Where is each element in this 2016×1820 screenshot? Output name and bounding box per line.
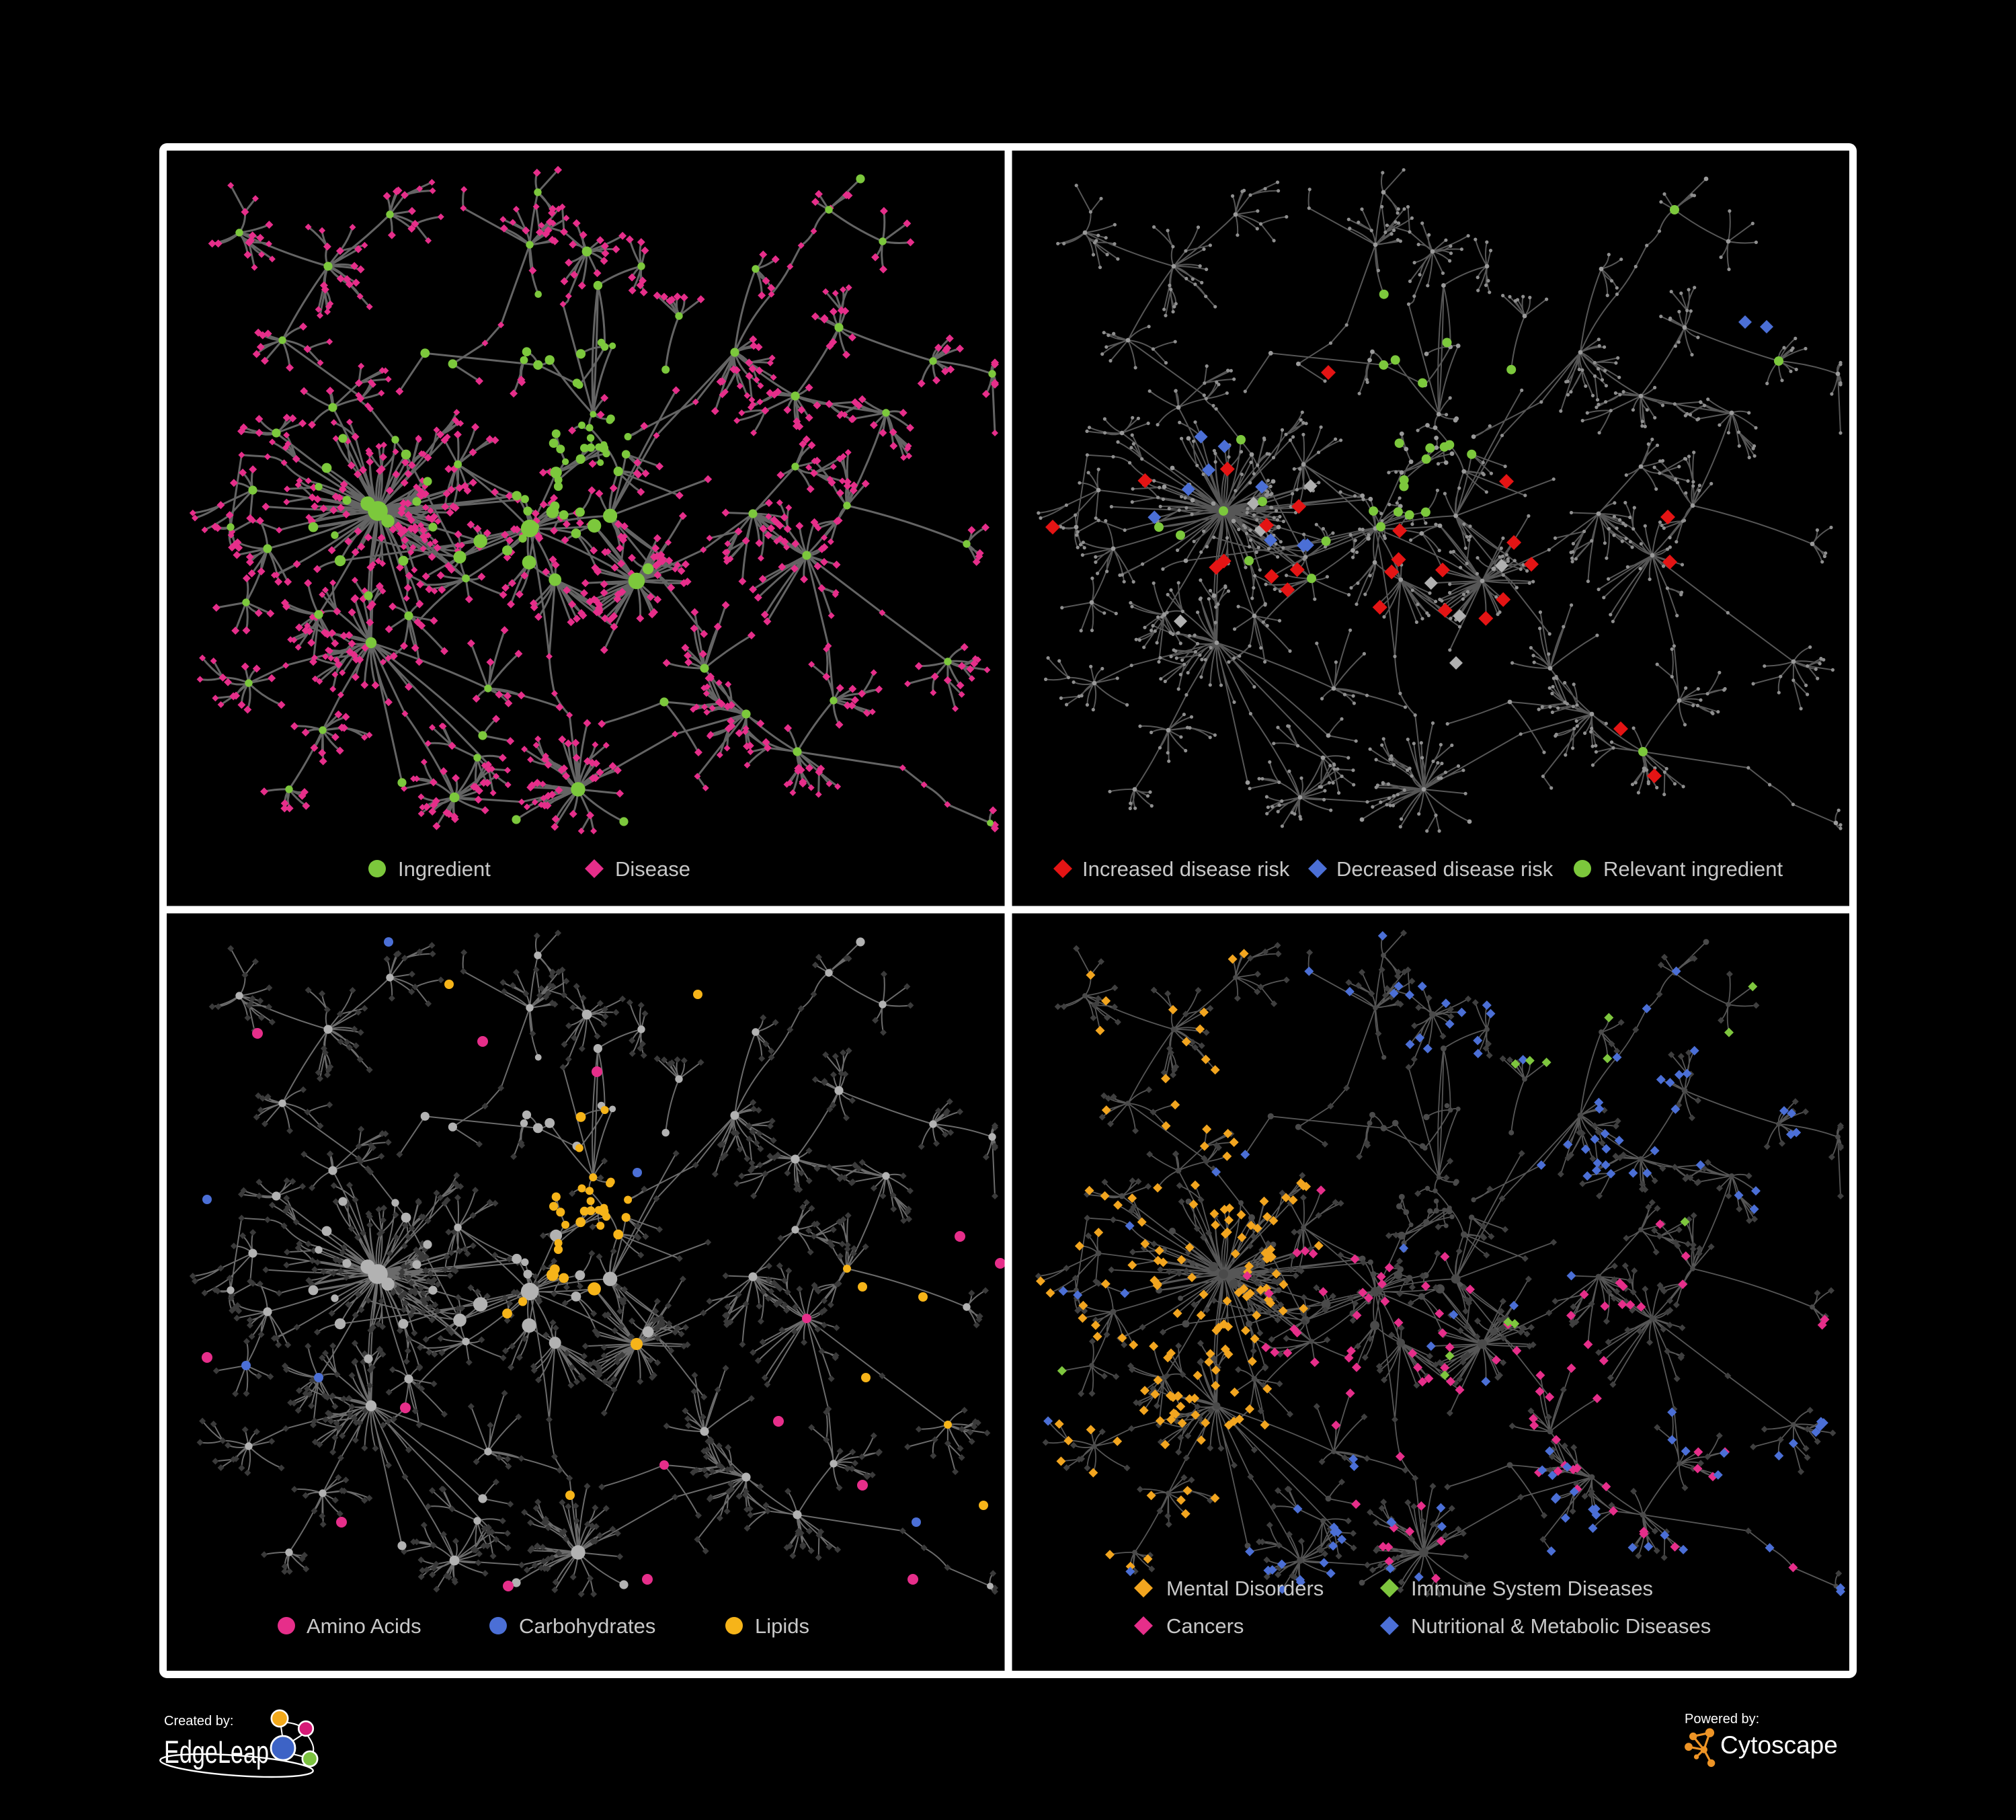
svg-text:Mental Disorders: Mental Disorders [1166, 1577, 1324, 1600]
svg-text:EdgeLeap: EdgeLeap [164, 1734, 269, 1770]
svg-text:Immune System Diseases: Immune System Diseases [1411, 1577, 1653, 1600]
svg-text:Amino Acids: Amino Acids [307, 1614, 421, 1638]
svg-text:Disease: Disease [615, 857, 690, 881]
svg-text:Nutritional & Metabolic Diseas: Nutritional & Metabolic Diseases [1411, 1614, 1711, 1638]
svg-text:Increased disease risk: Increased disease risk [1082, 857, 1290, 881]
svg-text:Cytoscape: Cytoscape [1720, 1731, 1838, 1759]
svg-text:Lipids: Lipids [755, 1614, 809, 1638]
svg-text:Decreased disease risk: Decreased disease risk [1336, 857, 1554, 881]
svg-text:Relevant ingredient: Relevant ingredient [1603, 857, 1783, 881]
svg-text:Created by:: Created by: [164, 1714, 233, 1729]
svg-text:Carbohydrates: Carbohydrates [519, 1614, 655, 1638]
svg-text:Cancers: Cancers [1166, 1614, 1244, 1638]
svg-text:Ingredient: Ingredient [398, 857, 491, 881]
svg-text:Powered by:: Powered by: [1685, 1712, 1759, 1727]
